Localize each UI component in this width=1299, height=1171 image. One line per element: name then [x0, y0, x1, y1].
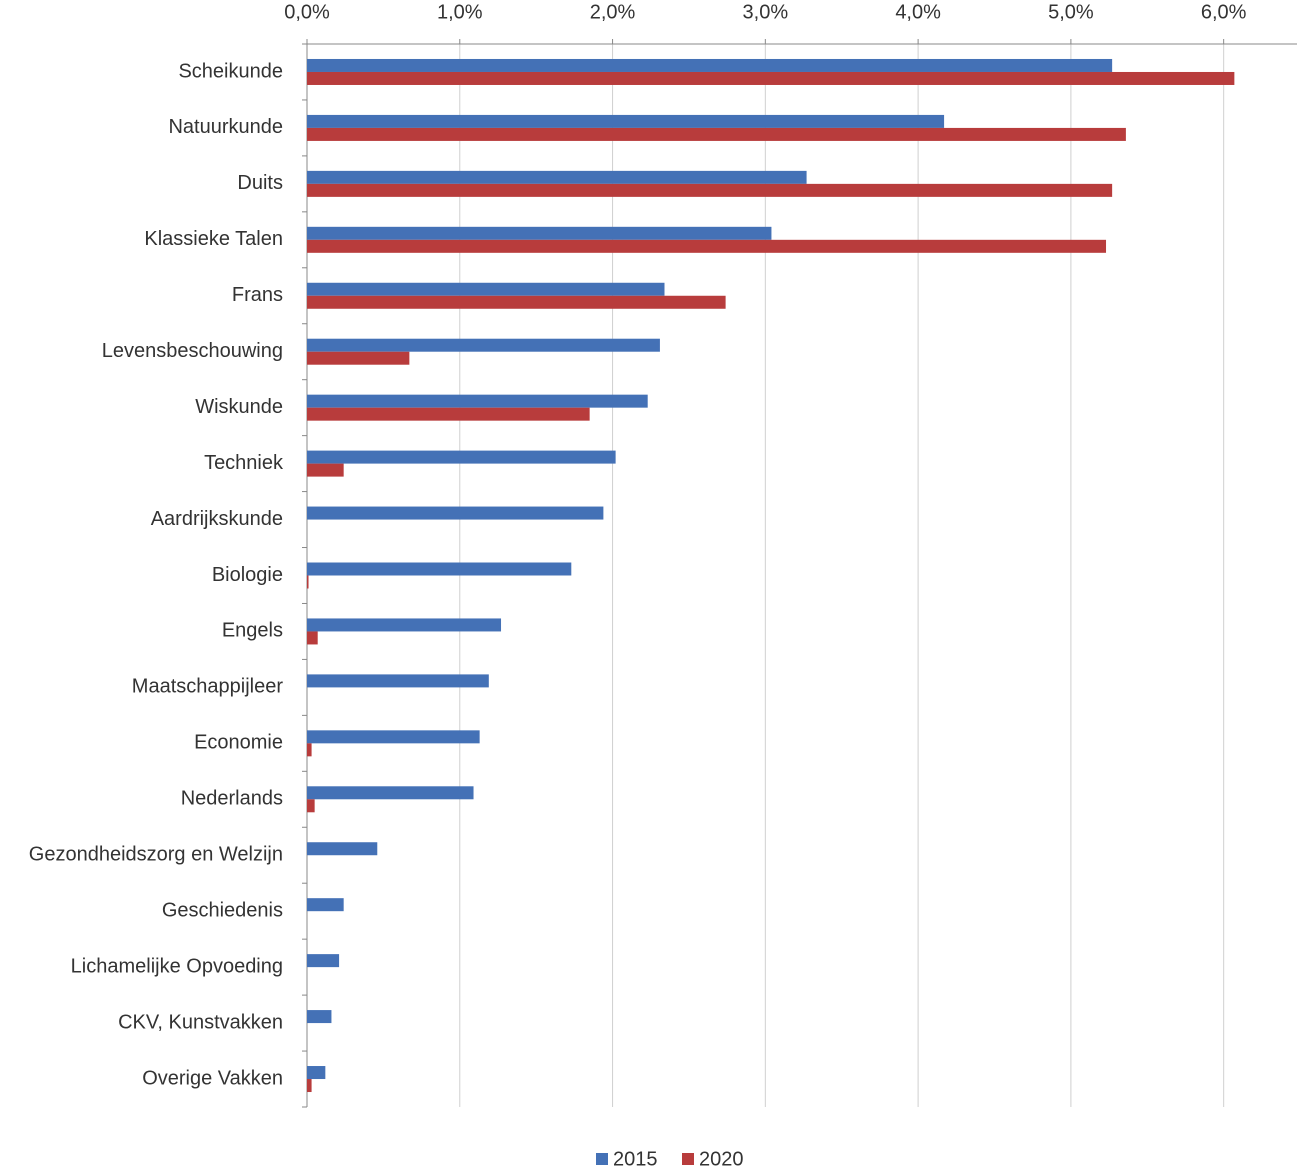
x-tick-label: 3,0% [743, 1, 789, 23]
bar [307, 58, 1113, 72]
bar [307, 898, 344, 912]
legend-label: 2015 [613, 1148, 658, 1170]
y-tick-label: Economie [194, 732, 283, 754]
y-tick-label: Techniek [204, 452, 284, 474]
bar [307, 730, 480, 744]
bar [307, 71, 1235, 85]
bar [307, 226, 772, 240]
y-tick-label: Aardrijkskunde [151, 508, 283, 530]
bar [307, 239, 1107, 253]
x-tick-label: 0,0% [284, 1, 330, 23]
bar [307, 575, 309, 589]
y-tick-label: Engels [222, 620, 283, 642]
bar [307, 786, 474, 800]
legend-swatch [682, 1153, 694, 1165]
bar [307, 674, 489, 688]
bar [307, 1079, 312, 1093]
y-tick-label: Lichamelijke Opvoeding [71, 955, 283, 977]
bar [307, 127, 1126, 141]
bar [307, 842, 378, 856]
bar [307, 954, 340, 968]
bar [307, 282, 665, 296]
x-tick-label: 6,0% [1201, 1, 1247, 23]
bar [307, 631, 318, 645]
x-tick-label: 5,0% [1048, 1, 1094, 23]
bar [307, 170, 807, 184]
y-tick-label: CKV, Kunstvakken [118, 1011, 283, 1033]
y-tick-label: Nederlands [181, 788, 283, 810]
bar [307, 506, 604, 520]
x-tick-label: 4,0% [895, 1, 941, 23]
bar [307, 338, 660, 352]
bar [307, 450, 616, 464]
y-tick-label: Klassieke Talen [144, 228, 283, 250]
y-tick-label: Gezondheidszorg en Welzijn [29, 844, 283, 866]
bar [307, 114, 945, 128]
y-tick-label: Levensbeschouwing [102, 340, 283, 362]
bar [307, 1066, 326, 1080]
y-tick-label: Overige Vakken [142, 1067, 283, 1089]
bar [307, 1010, 332, 1024]
bar [307, 295, 726, 309]
y-tick-label: Scheikunde [178, 60, 283, 82]
legend-label: 2020 [699, 1148, 744, 1170]
x-tick-label: 1,0% [437, 1, 483, 23]
bar [307, 394, 648, 408]
bar [307, 562, 572, 576]
y-tick-label: Wiskunde [195, 396, 283, 418]
bar [307, 799, 315, 813]
y-tick-label: Frans [232, 284, 283, 306]
y-tick-label: Geschiedenis [162, 899, 283, 921]
bar [307, 618, 502, 632]
bar [307, 743, 312, 757]
bar [307, 351, 410, 365]
bar [307, 463, 344, 477]
y-tick-label: Maatschappijleer [132, 676, 284, 698]
y-tick-label: Biologie [212, 564, 283, 586]
y-tick-label: Duits [237, 172, 283, 194]
legend-swatch [596, 1153, 608, 1165]
x-tick-label: 2,0% [590, 1, 636, 23]
bar [307, 407, 590, 421]
bar [307, 183, 1113, 197]
y-tick-label: Natuurkunde [168, 116, 283, 138]
